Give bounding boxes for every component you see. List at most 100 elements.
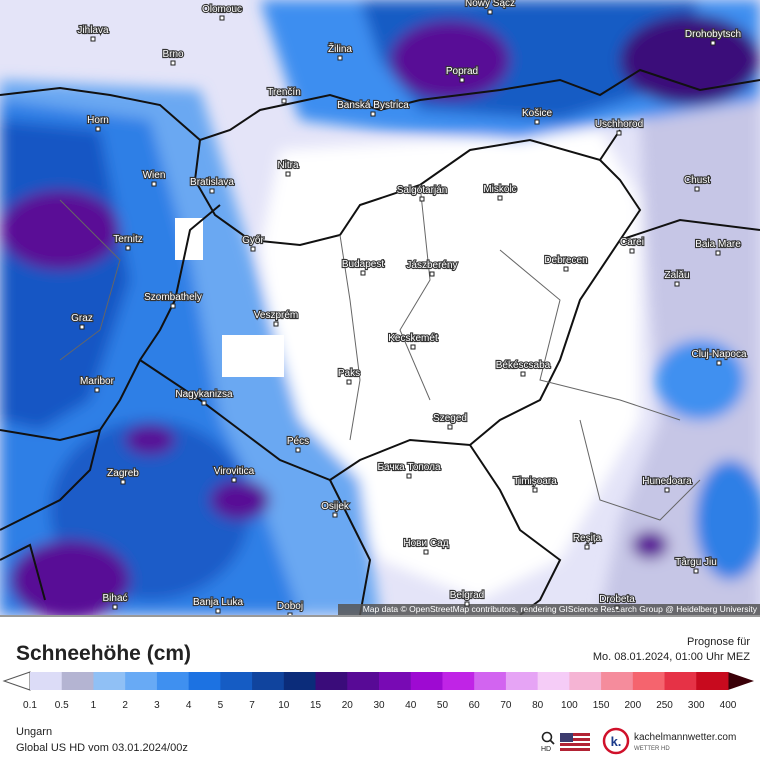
city-label: Jihlava <box>77 25 109 36</box>
city-label: Szeged <box>433 413 467 424</box>
city-label: Banská Bystrica <box>337 100 409 111</box>
city-dot <box>201 400 207 406</box>
search-icon[interactable] <box>541 731 553 743</box>
city-dot <box>281 98 287 104</box>
colorbar-segment <box>379 672 412 690</box>
colorbar-segment <box>30 672 63 690</box>
city-dot <box>215 608 221 614</box>
city-dot <box>79 324 85 330</box>
city-dot <box>664 487 670 493</box>
city-dot <box>447 424 453 430</box>
city-dot <box>710 40 716 46</box>
city-dot <box>209 188 215 194</box>
colorbar-tick: 200 <box>624 700 641 711</box>
city-dot <box>614 605 620 611</box>
colorbar-tick: 300 <box>688 700 705 711</box>
city-dot <box>125 245 131 251</box>
city-label: Nagykanizsa <box>175 389 233 400</box>
colorbar-tick: 150 <box>593 700 610 711</box>
city-label: Brno <box>162 49 184 60</box>
map: Map data © OpenStreetMap contributors, r… <box>0 0 760 615</box>
brand-sub: WETTER HD <box>634 746 670 752</box>
city-dot <box>332 512 338 518</box>
logo <box>602 727 630 755</box>
city-dot <box>337 55 343 61</box>
colorbar-tick: 100 <box>561 700 578 711</box>
colorbar-tick: 250 <box>656 700 673 711</box>
colorbar-tick: 400 <box>720 700 737 711</box>
colorbar-segment <box>220 672 253 690</box>
city-dot <box>170 60 176 66</box>
colorbar-tick: 40 <box>405 700 417 711</box>
colorbar-segment <box>664 672 697 690</box>
city-dot <box>497 195 503 201</box>
city-dot <box>520 371 526 377</box>
colorbar-high <box>728 672 754 690</box>
city-dot <box>629 248 635 254</box>
city-dot <box>534 119 540 125</box>
city-label: Ternitz <box>113 234 142 245</box>
city-dot <box>423 549 429 555</box>
colorbar-segment <box>410 672 443 690</box>
city-label: Virovitica <box>214 466 255 477</box>
city-dot <box>674 281 680 287</box>
city-dot <box>419 196 425 202</box>
city-label: Uschhorod <box>595 119 643 130</box>
colorbar-segment <box>632 672 666 690</box>
city-label: Reșița <box>573 533 602 544</box>
city-label: Olomouc <box>202 4 242 15</box>
city-label: Nowy Sącz <box>465 0 515 9</box>
colorbar-segment <box>569 672 602 690</box>
city-dot <box>95 126 101 132</box>
colorbar-tick: 5 <box>218 700 224 711</box>
city-dot <box>715 250 721 256</box>
city-dot <box>170 303 176 309</box>
city-label: Târgu Jiu <box>675 557 717 568</box>
svg-text:k.: k. <box>611 734 622 749</box>
city-label: Baia Mare <box>695 239 741 250</box>
city-dot <box>694 186 700 192</box>
city-label: Salgótarján <box>397 185 448 196</box>
city-label: Chust <box>684 175 710 186</box>
colorbar-segment <box>537 672 570 690</box>
us-flag[interactable] <box>560 733 590 751</box>
city-label: Nitra <box>277 160 299 171</box>
colorbar-tick: 80 <box>532 700 544 711</box>
city-label: Veszprém <box>254 310 298 321</box>
city-label: Timișoara <box>513 476 557 487</box>
colorbar-tick: 0.1 <box>23 700 37 711</box>
city-dot <box>231 477 237 483</box>
search-label: HD <box>541 746 551 753</box>
city-dot <box>90 36 96 42</box>
colorbar-tick: 20 <box>342 700 354 711</box>
city-label: Бачка Топола <box>377 462 441 473</box>
city-dot <box>120 479 126 485</box>
regions <box>59 184 701 521</box>
colorbar-segment <box>601 672 634 690</box>
city-label: Miskolc <box>483 184 516 195</box>
colorbar-segment <box>188 672 221 690</box>
city-label: Paks <box>338 368 360 379</box>
colorbar-tick: 2 <box>122 700 128 711</box>
city-dot <box>250 246 256 252</box>
borders <box>0 68 760 615</box>
city-label: Bratislava <box>190 177 234 188</box>
city-dot <box>410 344 416 350</box>
city-dot <box>360 270 366 276</box>
city-label: Нови Сад <box>403 538 448 549</box>
city-dot <box>370 111 376 117</box>
city-label: Hunedoara <box>642 476 692 487</box>
city-label: Békéscsaba <box>496 360 551 371</box>
colorbar-tick: 70 <box>500 700 512 711</box>
colorbar-segment <box>61 672 94 690</box>
colorbar-segment <box>283 672 317 690</box>
city-label: Zagreb <box>107 468 139 479</box>
colorbar-tick: 30 <box>373 700 385 711</box>
city-label: Drobeta <box>599 594 635 605</box>
city-label: Zalău <box>664 270 689 281</box>
colorbar-tick: 15 <box>310 700 322 711</box>
city-dot <box>693 568 699 574</box>
colorbar-segment <box>474 672 507 690</box>
city-label: Győr <box>242 235 264 246</box>
